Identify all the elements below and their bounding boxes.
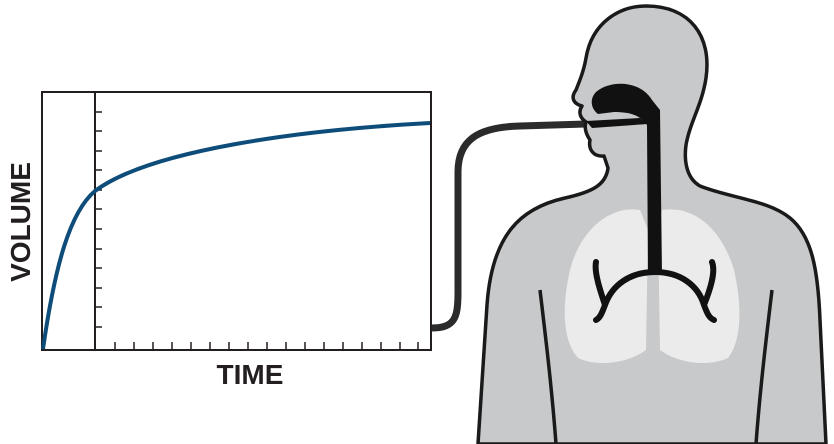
arm-line — [538, 289, 558, 444]
x-axis-label: TIME — [217, 359, 284, 390]
lung — [564, 209, 648, 364]
mouth — [586, 118, 648, 128]
y-axis-label: VOLUME — [5, 162, 36, 282]
chart-frame — [41, 91, 432, 351]
arm-line — [754, 289, 774, 444]
volume-curve — [41, 121, 431, 350]
lung — [658, 209, 740, 364]
bronchi — [592, 259, 717, 323]
tick-marks — [95, 111, 419, 350]
tube — [430, 120, 587, 332]
airway — [591, 83, 662, 275]
